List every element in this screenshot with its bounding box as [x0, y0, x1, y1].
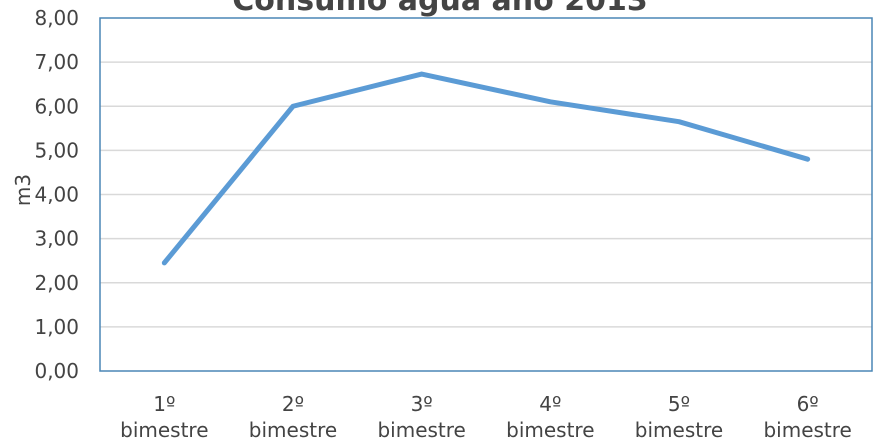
x-tick-label: 3º: [411, 392, 433, 416]
x-tick-label: bimestre: [377, 418, 465, 441]
y-tick-label: 4,00: [34, 183, 79, 207]
x-tick-label: 2º: [282, 392, 304, 416]
chart-title: Consumo água ano 2013: [232, 0, 647, 18]
x-tick-label: 1º: [153, 392, 175, 416]
gridlines: [100, 61, 872, 328]
series-line: [161, 71, 811, 266]
y-tick-label: 5,00: [34, 138, 79, 162]
y-axis-label: m3: [11, 174, 35, 206]
plot-area-border: [99, 17, 873, 372]
y-tick-label: 7,00: [34, 50, 79, 74]
x-tick-label: bimestre: [506, 418, 594, 441]
series: [161, 71, 811, 266]
axes: [99, 17, 873, 372]
y-tick-label: 0,00: [34, 359, 79, 383]
tick-labels: 0,001,002,003,004,005,006,007,008,001ºbi…: [34, 6, 851, 441]
x-tick-label: bimestre: [763, 418, 851, 441]
y-tick-label: 3,00: [34, 227, 79, 251]
x-tick-label: 5º: [668, 392, 690, 416]
x-tick-label: 4º: [539, 392, 561, 416]
y-tick-label: 1,00: [34, 315, 79, 339]
x-tick-label: bimestre: [120, 418, 208, 441]
y-tick-label: 2,00: [34, 271, 79, 295]
x-tick-label: 6º: [797, 392, 819, 416]
y-tick-label: 6,00: [34, 94, 79, 118]
y-tick-label: 8,00: [34, 6, 79, 30]
x-tick-label: bimestre: [635, 418, 723, 441]
x-tick-label: bimestre: [249, 418, 337, 441]
